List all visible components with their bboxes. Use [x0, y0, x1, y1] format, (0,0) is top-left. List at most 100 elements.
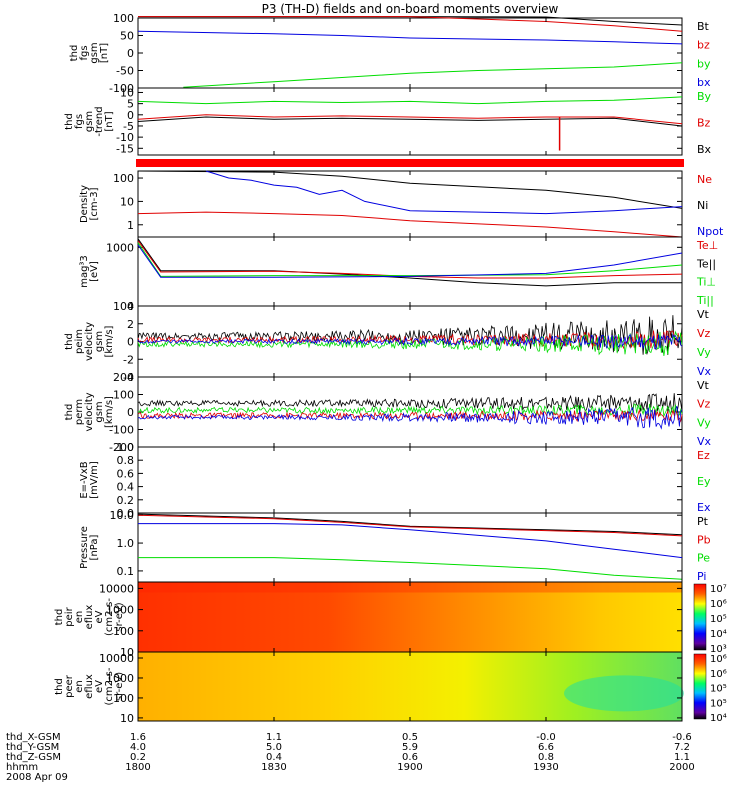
- y-axis-label: [nPa]: [89, 534, 100, 560]
- series-line-Te||: [137, 238, 682, 287]
- y-tick-label: 1000: [106, 241, 134, 254]
- y-tick-label: -4: [123, 371, 134, 384]
- x-tick-label: 4.0: [130, 742, 146, 753]
- legend-label: Ez: [697, 449, 710, 462]
- legend-label: Pt: [697, 515, 709, 528]
- y-tick-label: 0: [127, 336, 134, 349]
- y-axis-label: (cm2-s-: [104, 667, 115, 705]
- y-axis-label: [nT]: [104, 111, 115, 131]
- y-tick-label: 1000: [106, 672, 134, 685]
- y-axis-label: en: [74, 611, 85, 624]
- x-row-label: thd_X-GSM: [6, 732, 61, 743]
- legend-label: Pe: [697, 552, 710, 565]
- colorbar-tick-label: 10³: [710, 644, 727, 655]
- y-tick-label: 2: [127, 318, 134, 331]
- y-axis-label: sr-eV): [114, 672, 125, 701]
- y-axis-label: velocity: [84, 322, 95, 361]
- legend-label: Vx: [697, 365, 712, 378]
- y-axis-label: thd: [54, 609, 65, 626]
- legend-label: Ti||: [696, 294, 714, 307]
- y-tick-label: 0.0: [117, 507, 135, 520]
- x-tick-label: 1.1: [674, 752, 690, 763]
- y-tick-label: 0: [127, 47, 134, 60]
- legend-label: Vz: [697, 398, 711, 411]
- y-axis-label: thd: [54, 678, 65, 695]
- y-tick-label: -15: [116, 142, 134, 155]
- y-axis-label: fgs: [79, 45, 90, 60]
- x-tick-label: 5.0: [266, 742, 282, 753]
- series-line-Vy: [137, 330, 683, 356]
- chart-title: P3 (TH-D) fields and on-board moments ov…: [262, 2, 559, 16]
- x-row-label: thd_Z-GSM: [6, 752, 61, 763]
- x-tick-label: -0.0: [536, 732, 556, 743]
- x-tick-label: 7.2: [674, 742, 690, 753]
- colorbar-tick-label: 10⁵: [710, 684, 727, 695]
- y-axis-label: thd: [69, 45, 80, 62]
- legend-label: Ey: [697, 475, 711, 488]
- series-line-Bx: [137, 116, 683, 127]
- colorbar-peer_spec: [693, 653, 707, 720]
- series-line-Vx: [137, 333, 683, 350]
- y-tick-label: 0.2: [117, 494, 135, 507]
- y-tick-label: 10.0: [110, 509, 135, 522]
- x-tick-label: 1930: [533, 762, 558, 773]
- legend-label: Te⊥: [696, 239, 718, 252]
- legend-label: Vy: [697, 416, 711, 429]
- y-tick-label: 1.0: [117, 441, 135, 454]
- series-line-Vt: [137, 393, 683, 415]
- legend-label: Ti⊥: [696, 276, 716, 289]
- legend-label: Ne: [697, 173, 712, 186]
- legend-label: Vt: [697, 379, 710, 392]
- x-tick-label: 6.6: [538, 742, 554, 753]
- y-axis-label: peim: [74, 329, 85, 354]
- y-axis-label: Density: [79, 185, 90, 223]
- y-axis-label: gsm: [89, 42, 100, 63]
- y-axis-label: [km/s]: [104, 396, 115, 428]
- series-line-By: [137, 96, 683, 105]
- y-tick-label: 100: [113, 12, 134, 25]
- y-axis-label: gsm: [94, 331, 105, 352]
- y-axis-label: sr-eV): [114, 602, 125, 631]
- y-tick-label: -5: [123, 120, 134, 133]
- y-axis-label: perm: [74, 399, 85, 425]
- y-tick-label: 100: [113, 692, 134, 705]
- series-line-Vz: [137, 408, 683, 423]
- panel-frame-fgs_gsm_detrend: [137, 87, 683, 156]
- y-tick-label: -100: [109, 82, 134, 95]
- y-tick-label: 0: [127, 406, 134, 419]
- y-axis-label: thd: [64, 113, 75, 130]
- x-tick-label: 1.6: [130, 732, 146, 743]
- y-axis-label: en: [74, 680, 85, 693]
- y-axis-label: eV: [94, 680, 105, 693]
- spectrogram-peir_spec: [138, 582, 682, 652]
- colorbar-peir_spec: [693, 583, 707, 651]
- y-tick-label: 10: [120, 195, 134, 208]
- y-tick-label: 1000: [106, 604, 134, 617]
- y-axis-label: thd: [64, 404, 75, 421]
- legend-label: Vy: [697, 346, 711, 359]
- y-tick-label: 100: [113, 300, 134, 313]
- x-row-label: hhmm: [6, 762, 38, 773]
- y-tick-label: -2: [123, 353, 134, 366]
- y-axis-label: Pressure: [79, 526, 90, 569]
- y-tick-label: 100: [113, 389, 134, 402]
- y-axis-label: velocity: [84, 392, 95, 431]
- y-tick-label: 200: [113, 371, 134, 384]
- y-tick-label: 1.0: [117, 537, 135, 550]
- series-line-Pb: [137, 514, 683, 537]
- x-tick-label: 2000: [669, 762, 694, 773]
- x-tick-label: 0.5: [402, 732, 418, 743]
- x-tick-label: 5.9: [402, 742, 418, 753]
- colorbar-tick-label: 10⁴: [710, 713, 727, 724]
- series-line-bz: [138, 16, 683, 32]
- y-tick-label: 0.8: [117, 454, 135, 467]
- panel-frame-fgs_gsm: [137, 17, 683, 89]
- legend-label: Bt: [697, 20, 710, 33]
- y-tick-label: -200: [109, 441, 134, 454]
- legend-label: Vt: [697, 308, 710, 321]
- series-line-Vx: [137, 405, 683, 430]
- y-tick-label: 0: [127, 109, 134, 122]
- legend-label: by: [697, 57, 711, 70]
- y-tick-label: 0.6: [117, 467, 135, 480]
